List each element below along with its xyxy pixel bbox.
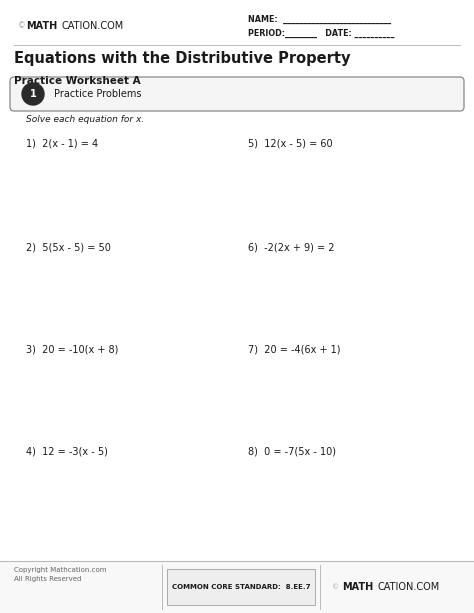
- Text: MATH: MATH: [26, 21, 57, 31]
- Circle shape: [22, 83, 44, 105]
- Text: CATION.COM: CATION.COM: [378, 582, 440, 592]
- Text: 1: 1: [29, 89, 36, 99]
- Text: 6)  -2(2x + 9) = 2: 6) -2(2x + 9) = 2: [248, 243, 335, 253]
- Text: 1)  2(x - 1) = 4: 1) 2(x - 1) = 4: [26, 139, 98, 149]
- FancyBboxPatch shape: [167, 569, 315, 605]
- Text: 2)  5(5x - 5) = 50: 2) 5(5x - 5) = 50: [26, 243, 111, 253]
- Text: 8)  0 = -7(5x - 10): 8) 0 = -7(5x - 10): [248, 447, 336, 457]
- Text: ©: ©: [18, 21, 26, 30]
- Text: Practice Worksheet A: Practice Worksheet A: [14, 76, 141, 86]
- Text: Practice Problems: Practice Problems: [54, 89, 142, 99]
- FancyBboxPatch shape: [0, 561, 474, 613]
- Text: MATH: MATH: [342, 582, 373, 592]
- Text: PERIOD:________   DATE: __________: PERIOD:________ DATE: __________: [248, 29, 394, 38]
- Text: 4)  12 = -3(x - 5): 4) 12 = -3(x - 5): [26, 447, 108, 457]
- Text: COMMON CORE STANDARD:  8.EE.7: COMMON CORE STANDARD: 8.EE.7: [172, 584, 310, 590]
- Text: ©: ©: [332, 584, 341, 590]
- Text: NAME:  ___________________________: NAME: ___________________________: [248, 15, 391, 24]
- Text: Equations with the Distributive Property: Equations with the Distributive Property: [14, 51, 350, 66]
- Text: Copyright Mathcation.com
All Rights Reserved: Copyright Mathcation.com All Rights Rese…: [14, 567, 107, 582]
- Text: 3)  20 = -10(x + 8): 3) 20 = -10(x + 8): [26, 345, 118, 355]
- Text: 5)  12(x - 5) = 60: 5) 12(x - 5) = 60: [248, 139, 333, 149]
- FancyBboxPatch shape: [10, 77, 464, 111]
- Text: 7)  20 = -4(6x + 1): 7) 20 = -4(6x + 1): [248, 345, 340, 355]
- Text: Solve each equation for x.: Solve each equation for x.: [26, 115, 144, 124]
- Text: CATION.COM: CATION.COM: [62, 21, 124, 31]
